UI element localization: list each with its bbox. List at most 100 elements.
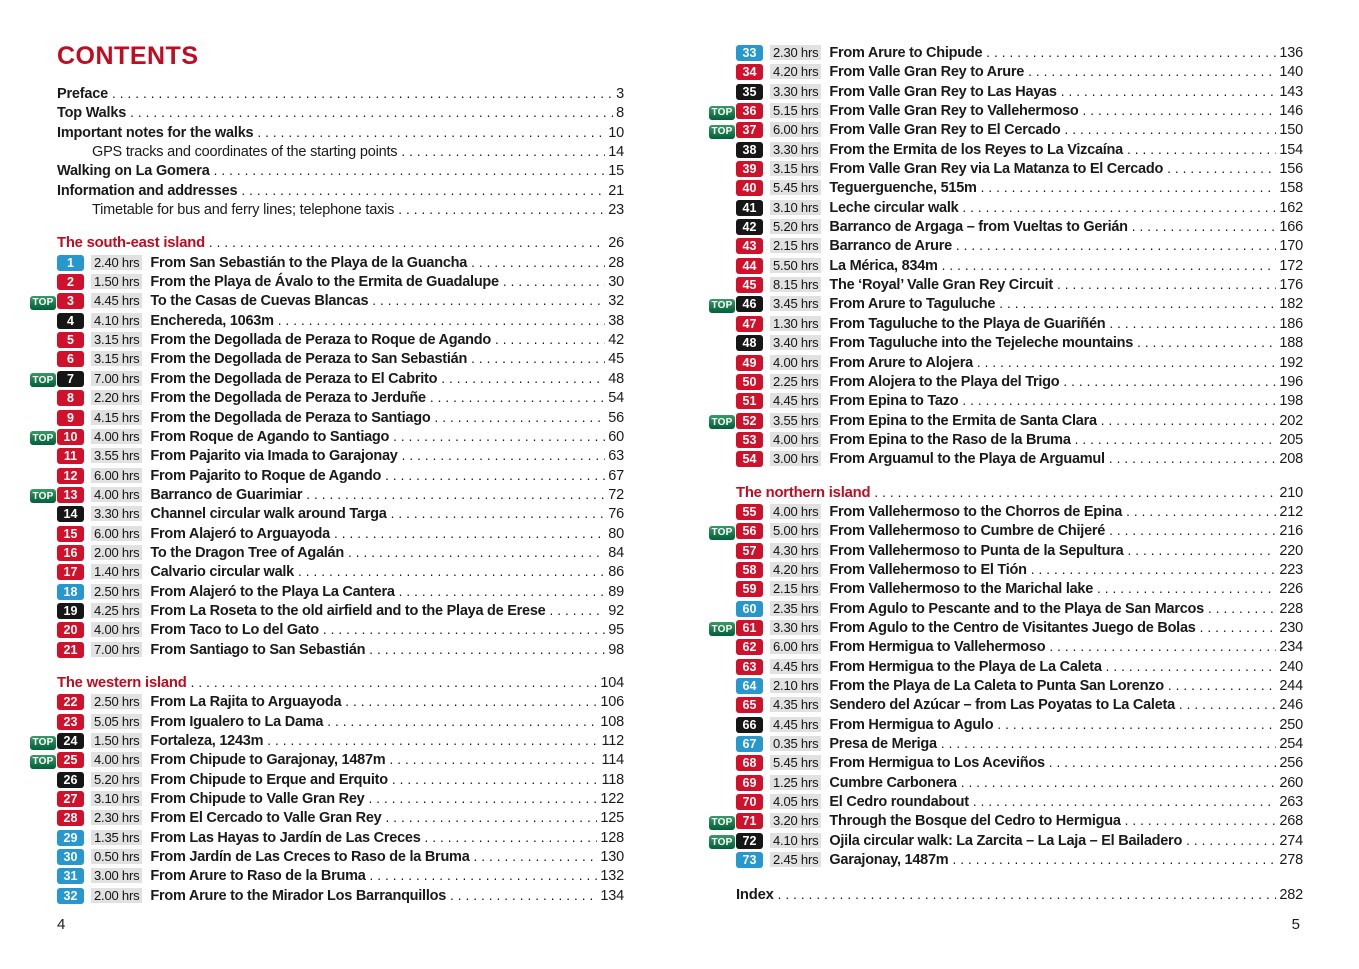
walk-title: From the Degollada de Peraza to Jerduñe xyxy=(150,390,426,407)
walk-duration: 4.00 hrs xyxy=(91,752,143,768)
walk-title: Through the Bosque del Cedro to Hermigua xyxy=(829,813,1121,830)
walk-title: From Agulo to the Centro de Visitantes J… xyxy=(829,619,1196,636)
dotted-leader xyxy=(402,448,606,463)
dotted-leader xyxy=(778,887,1277,902)
toc-page-number: 122 xyxy=(600,791,624,808)
toc-page-number: 210 xyxy=(1279,484,1303,501)
walk-row: 31 3.00 hrs From Arure to Raso de la Bruma… xyxy=(30,868,624,887)
toc-page-number: 250 xyxy=(1279,716,1303,733)
walk-row: TOP 56 5.00 hrs From Vallehermoso to Cumbre… xyxy=(709,523,1303,542)
walk-duration: 4.25 hrs xyxy=(91,602,143,618)
walk-row: 65 4.35 hrs Sendero del Azúcar – from Las … xyxy=(709,697,1303,716)
dotted-leader xyxy=(1208,601,1276,616)
walk-number-badge: 68 xyxy=(736,755,763,772)
walk-duration: 2.00 hrs xyxy=(91,887,143,903)
walk-title: From Arure to the Mirador Los Barranquil… xyxy=(150,887,447,904)
walk-duration: 8.15 hrs xyxy=(770,277,822,293)
walk-row: 47 1.30 hrs From Taguluche to the Playa de… xyxy=(709,315,1303,335)
toc-page-number: 42 xyxy=(608,332,624,349)
walk-duration: 3.30 hrs xyxy=(770,141,822,157)
walk-number-badge: 16 xyxy=(57,544,84,561)
walk-row: 39 3.15 hrs From Valle Gran Rey via La Mat… xyxy=(709,161,1303,180)
toc-page-number: 130 xyxy=(600,849,624,866)
walk-row: 41 3.10 hrs Leche circular walk 162 xyxy=(709,199,1303,219)
walk-title: From Alojera to the Playa del Trigo xyxy=(829,373,1060,390)
top-badge: TOP xyxy=(709,415,735,430)
walk-row: 20 4.00 hrs From Taco to Lo del Gato 95 xyxy=(30,622,624,641)
top-badge-gutter: TOP xyxy=(30,295,57,310)
walk-row: 60 2.35 hrs From Agulo to Pescante and to … xyxy=(709,600,1303,620)
dotted-leader xyxy=(1049,639,1276,654)
walk-row: 27 3.10 hrs From Chipude to Valle Gran Rey… xyxy=(30,791,624,810)
dotted-leader xyxy=(1106,659,1277,674)
top-badge: TOP xyxy=(709,298,735,313)
walk-duration: 6.00 hrs xyxy=(770,639,822,655)
index-row: Index 282 xyxy=(709,887,1303,906)
walk-number-badge: 21 xyxy=(57,641,84,658)
walk-title: From Pajarito via Imada to Garajonay xyxy=(150,448,398,465)
walk-duration: 3.15 hrs xyxy=(91,332,143,348)
walk-row: 28 2.30 hrs From El Cercado to Valle Gran … xyxy=(30,810,624,829)
top-badge: TOP xyxy=(30,431,56,446)
walk-row: 62 6.00 hrs From Hermigua to Vallehermoso 2… xyxy=(709,639,1303,658)
toc-page-number: 118 xyxy=(601,771,624,788)
walk-title: Calvario circular walk xyxy=(150,564,294,581)
dotted-leader xyxy=(1125,813,1277,828)
walk-title: From Valle Gran Rey to Las Hayas xyxy=(829,83,1057,100)
dotted-leader xyxy=(1057,277,1276,292)
walk-number-badge: 66 xyxy=(736,716,763,733)
walk-duration: 4.15 hrs xyxy=(91,409,143,425)
walk-number-badge: 7 xyxy=(57,370,84,387)
walk-row: 48 3.40 hrs From Taguluche into the Tejele… xyxy=(709,335,1303,354)
walk-number-badge: 51 xyxy=(736,393,763,410)
toc-page-number: 246 xyxy=(1279,697,1303,714)
walk-duration: 3.10 hrs xyxy=(91,791,143,807)
dotted-leader xyxy=(997,717,1276,732)
walk-title: From Hermigua to Vallehermoso xyxy=(829,639,1046,656)
toc-page-number: 92 xyxy=(608,602,624,619)
walk-title: From Valle Gran Rey to Arure xyxy=(829,64,1025,81)
toc-page-number: 212 xyxy=(1279,503,1303,520)
dotted-leader xyxy=(962,393,1276,408)
walk-number-badge: 2 xyxy=(57,274,84,291)
walk-title: Barranco de Argaga – from Vueltas to Ger… xyxy=(829,219,1128,236)
walk-title: From the Playa de Ávalo to the Ermita de… xyxy=(150,274,499,291)
walk-row: 18 2.50 hrs From Alajeró to the Playa La C… xyxy=(30,583,624,603)
walk-title: From Santiago to San Sebastián xyxy=(150,641,366,658)
walk-number-badge: 20 xyxy=(57,622,84,639)
walk-title: Sendero del Azúcar – from Las Poyatas to… xyxy=(829,697,1175,714)
dotted-leader xyxy=(471,351,605,366)
dotted-leader xyxy=(1083,103,1277,118)
toc-page-number: 136 xyxy=(1279,45,1303,61)
walk-duration: 0.50 hrs xyxy=(91,849,143,865)
dotted-leader xyxy=(209,235,605,250)
dotted-leader xyxy=(962,200,1276,215)
toc-page-number: 166 xyxy=(1279,219,1303,236)
toc-page-number: 176 xyxy=(1279,277,1303,294)
walk-duration: 3.55 hrs xyxy=(770,412,822,428)
toc-page-number: 188 xyxy=(1279,335,1303,352)
walk-duration: 2.45 hrs xyxy=(770,852,822,868)
walk-number-badge: 39 xyxy=(736,161,763,178)
toc-page-number: 146 xyxy=(1279,103,1303,120)
front-matter-label: Walking on La Gomera xyxy=(57,163,210,180)
page-number-right: 5 xyxy=(1291,916,1300,933)
front-matter-row: Timetable for bus and ferry lines; telep… xyxy=(30,202,624,221)
walk-title: From Epina to Tazo xyxy=(829,393,959,410)
walk-duration: 3.10 hrs xyxy=(770,199,822,215)
dotted-leader xyxy=(1137,335,1276,350)
walk-title: From Vallehermoso to Punta de la Sepultu… xyxy=(829,542,1124,559)
walk-number-badge: 50 xyxy=(736,373,763,390)
walk-row: TOP 10 4.00 hrs From Roque de Agando to San… xyxy=(30,428,624,448)
walk-title: From Chipude to Erque and Erquito xyxy=(150,771,388,788)
dotted-leader xyxy=(392,772,599,787)
walk-title: From Alajeró to Arguayoda xyxy=(150,525,330,542)
section-heading-label: The northern island xyxy=(736,484,871,501)
toc-page-number: 172 xyxy=(1279,257,1303,274)
walk-row: TOP 72 4.10 hrs Ojila circular walk: La Zar… xyxy=(709,832,1303,852)
walk-number-badge: 48 xyxy=(736,335,763,352)
toc-page-number: 56 xyxy=(608,409,624,426)
walk-title: From El Cercado to Valle Gran Rey xyxy=(150,810,382,827)
walk-number-badge: 55 xyxy=(736,503,763,520)
